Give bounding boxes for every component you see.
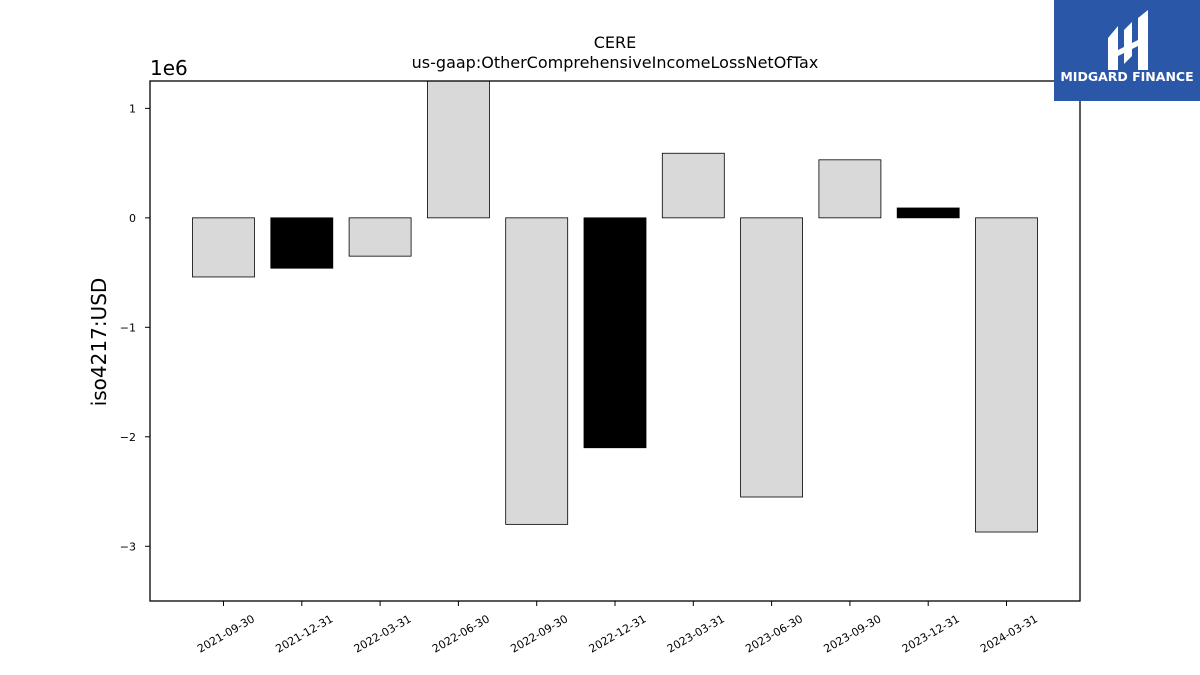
plot-frame — [149, 80, 1081, 602]
bar-2022-09-30 — [505, 217, 569, 525]
bar-2024-03-31 — [975, 217, 1038, 533]
bar-2022-12-31 — [583, 217, 647, 449]
bar-2023-12-31 — [896, 207, 960, 219]
x-tick-label: 2022-12-31 — [587, 612, 649, 655]
x-tick-label: 2023-09-30 — [822, 612, 884, 655]
logo-mark-icon — [1108, 10, 1148, 70]
y-tick-label: −3 — [120, 540, 136, 553]
x-tick-label: 2024-03-31 — [978, 612, 1040, 655]
bar-2021-12-31 — [270, 217, 334, 269]
logo-text: MIDGARD FINANCE — [1060, 69, 1193, 84]
y-tick-label: 1 — [129, 102, 136, 115]
x-axis: 2021-09-30 2021-12-31 2022-03-31 2022-06-30… — [195, 601, 1040, 656]
bar-2022-03-31 — [348, 217, 412, 257]
x-tick-label: 2021-12-31 — [273, 612, 335, 655]
x-tick-label: 2022-06-30 — [430, 612, 492, 655]
chart-subtitle: us-gaap:OtherComprehensiveIncomeLossNetO… — [412, 53, 819, 72]
x-tick-label: 2023-06-30 — [743, 612, 805, 655]
bar-2021-09-30 — [192, 217, 255, 278]
y-tick-label: 0 — [129, 212, 136, 225]
x-tick-label: 2023-12-31 — [900, 612, 962, 655]
chart-title: CERE — [594, 33, 637, 52]
bar-2023-06-30 — [740, 217, 803, 498]
x-tick-label: 2022-09-30 — [508, 612, 570, 655]
y-axis-label: iso4217:USD — [87, 278, 111, 407]
y-tick-label: −2 — [120, 431, 136, 444]
logo: MIDGARD FINANCE — [1054, 0, 1200, 101]
x-tick-label: 2021-09-30 — [195, 612, 257, 655]
y-offset-label: 1e6 — [150, 56, 188, 80]
bar-2023-09-30 — [818, 159, 882, 219]
bars-group — [192, 81, 1038, 533]
x-tick-label: 2023-03-31 — [665, 612, 727, 655]
x-tick-label: 2022-03-31 — [352, 612, 414, 655]
bar-2023-03-31 — [661, 152, 725, 219]
y-axis: 1 0 −1 −2 −3 — [120, 102, 150, 553]
y-tick-label: −1 — [120, 321, 136, 334]
bar-2022-06-30 — [426, 81, 490, 219]
